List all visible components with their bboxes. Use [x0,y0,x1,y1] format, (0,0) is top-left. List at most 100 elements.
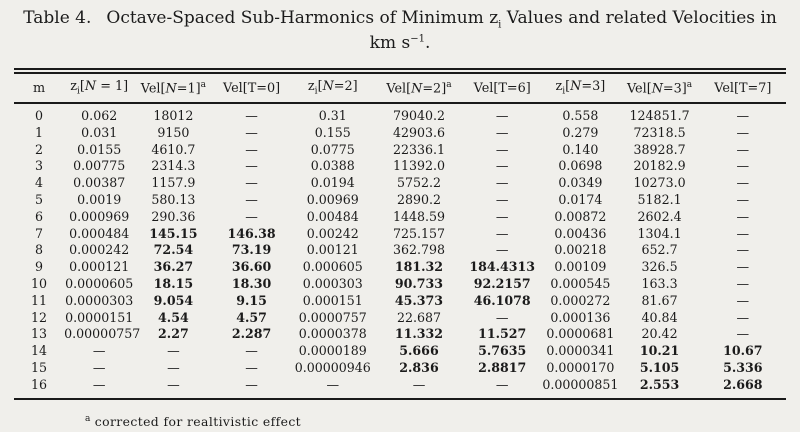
table-cell: 0.000242 [69,242,130,258]
table-cell: 0.00775 [73,158,126,174]
table-cell: — [92,343,106,359]
table-cell: 0.279 [562,124,599,140]
table-cell: 0.00000946 [294,359,371,375]
table-cell: 5.105 [639,359,680,375]
table-cell: 15 [31,359,48,375]
table-cell: 0.0775 [310,141,355,157]
table-row: 12 0.0000151 4.54 4.57 0.0000757 22.687 — 0.000… [14,310,786,327]
table-cell: 0.000545 [550,275,611,291]
table-cell: 14 [31,343,48,359]
table-cell: 0.00121 [306,242,359,258]
column-header-vel-n1: Vel[N=1]a [134,74,213,105]
table-header: m zi[N = 1] Vel[N=1]a Vel[T=0] zi[N=2] Vel[N=… [14,74,786,105]
table-cell: 2.668 [699,376,786,400]
table-cell: 0.00000757 [64,326,141,342]
caption-unit-exponent: −1 [410,32,425,44]
table-row: 4 0.00387 1157.9 — 0.0194 5752.2 — 0.0349 10273.… [14,175,786,192]
table-cell: 20182.9 [633,158,686,174]
table-cell: 9 [35,259,44,275]
table-cell: — [495,108,509,124]
table-cell: 72318.5 [633,124,686,140]
table-cell: 10 [31,275,48,291]
table-row: 8 0.000242 72.54 73.19 0.00121 362.798 — 0.0021… [14,242,786,259]
table-cell: 146.38 [227,225,276,241]
table-cell: 0.558 [562,108,599,124]
table-cell: — [736,259,750,275]
table-cell: 326.5 [641,259,678,275]
table-cell: 0.0000605 [65,275,134,291]
table-row: 14 — — — 0.0000189 5.666 5.7635 0.0000341 10.21 1… [14,343,786,360]
table-cell: 10.67 [723,343,763,359]
table-cell: 11392.0 [392,158,446,174]
table-cell: — [167,359,180,375]
caption-text-before-sub: Octave-Spaced Sub-Harmonics of Minimum z [106,8,499,28]
table-cell: 0.140 [562,141,599,157]
table-cell: 9.054 [153,292,194,308]
table-cell: 0.0000170 [546,359,615,375]
table-cell: — [64,376,135,400]
table-cell: 4.57 [236,309,267,325]
table-row: 2 0.0155 4610.7 — 0.0775 22336.1 — 0.140 38928.7… [14,142,786,159]
table-cell: 18.15 [153,275,194,291]
table-cell: 2.27 [158,326,189,342]
table-cell: — [736,326,750,342]
table-cell: 5752.2 [396,175,442,191]
column-header-vel-n2: Vel[N=2]a [374,74,464,105]
caption-unit-base: km s [369,32,411,53]
table-cell: 90.733 [394,275,444,291]
column-header-vel-t0: Vel[T=0] [212,74,291,105]
table-cell: 5182.1 [637,192,682,207]
table-cell: — [495,175,509,191]
table-row: 1 0.031 9150 — 0.155 42903.6 — 0.279 72318.5 — [14,125,786,142]
table-caption: Table 4. Octave-Spaced Sub-Harmonics of M… [0,0,800,54]
table-cell: 124851.7 [629,108,690,124]
table-cell: 6 [35,208,44,224]
table-row: 16— — — — — —0.00000851 2.553 2.668 [14,376,786,400]
table-cell: 0.0000151 [65,309,134,325]
table-cell: 0.0000189 [298,343,367,359]
table-cell: 0.00436 [554,225,607,241]
table-cell: 36.27 [153,259,194,275]
table-cell: 8 [35,242,44,258]
table-cell: 18.30 [231,275,272,291]
table-cell: 290.36 [151,208,196,224]
table-cell: — [245,175,258,191]
table-cell: 2 [35,141,44,157]
harmonics-table: m zi[N = 1] Vel[N=1]a Vel[T=0] zi[N=2] Vel[N=… [14,74,786,400]
table-cell: 16 [14,376,65,400]
table-cell: 1 [35,124,44,140]
table-cell: 5.666 [399,343,439,359]
column-header-zi-n3: zi[N=3] [541,74,620,105]
table-cell: 4610.7 [151,141,196,157]
table-cell: 81.67 [641,292,678,308]
table-cell: — [167,343,180,359]
table-cell: 362.798 [392,242,446,258]
table-body: 0 0.062 18012—0.31 79040.2—0.558 124851.7—1 0… [14,103,786,400]
table-cell: 10273.0 [633,175,686,191]
table-cell: 0 [35,108,44,124]
footnote-text: corrected for realtivistic effect [94,413,302,429]
table-cell: — [245,343,258,359]
table-cell: 652.7 [641,242,678,258]
table-row: 15 — — — 0.00000946 2.836 2.8817 0.0000170 5.105… [14,360,786,377]
table-cell: 0.00387 [73,175,126,191]
table-cell: 40.84 [641,309,678,325]
table-row: 9 0.000121 36.27 36.60 0.000605 181.32 184.431… [14,259,786,276]
table-cell: 1157.9 [151,175,196,191]
data-table-area: m zi[N = 1] Vel[N=1]a Vel[T=0] zi[N=2] Vel[N=… [14,68,786,400]
table-cell: 0.000121 [69,259,130,275]
table-cell: — [736,242,750,258]
table-cell: 73.19 [231,242,272,258]
column-header-zi-n2: zi[N=2] [290,74,375,105]
table-cell: — [736,225,750,241]
table-cell: 4.54 [158,309,189,325]
table-cell: — [495,141,509,157]
table-cell: 46.1078 [473,292,531,308]
table-row: 3 0.00775 2314.3 — 0.0388 11392.0 — 0.0698 20182… [14,158,786,175]
table-cell: 0.00000851 [541,376,620,400]
table-cell: 0.000272 [550,292,611,308]
table-cell: 0.00218 [554,242,607,258]
table-cell: — [736,275,750,291]
caption-subscript: i [498,19,502,31]
